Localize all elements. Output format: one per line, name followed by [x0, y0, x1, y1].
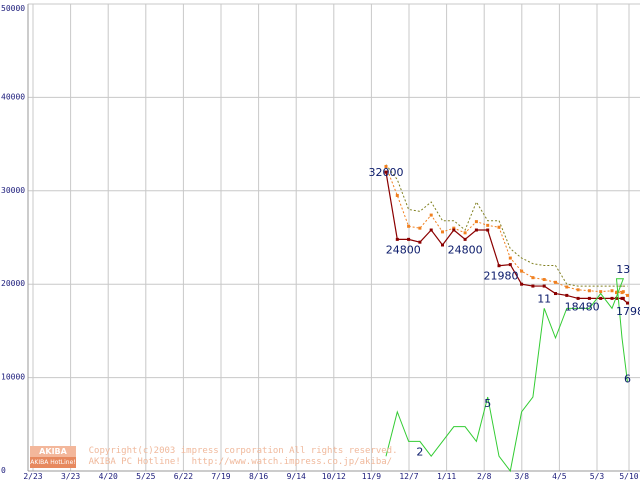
- x-tick-label: 8/16: [249, 472, 268, 480]
- series-line-min: [385, 172, 628, 304]
- x-tick-label: 2/8: [477, 472, 492, 480]
- series-point-avg: [542, 278, 546, 282]
- copyright-watermark: AKIBA AKIBA HotLine! Copyright(c)2003 im…: [30, 446, 398, 468]
- data-label: 5: [484, 397, 491, 410]
- series-point-avg: [452, 226, 456, 230]
- series-line-max: [385, 164, 628, 287]
- akiba-logo-text: AKIBA: [30, 446, 76, 457]
- series-point-avg: [486, 223, 490, 227]
- series-point-avg: [576, 288, 580, 292]
- series-point-min: [407, 237, 411, 241]
- series-point-avg: [441, 230, 444, 234]
- x-tick-label: 12/7: [399, 472, 418, 480]
- series-point-min: [497, 264, 501, 268]
- series-point-avg: [610, 289, 614, 293]
- series-point-avg: [429, 213, 433, 217]
- data-label: 17980: [616, 305, 640, 318]
- data-label: 24800: [386, 243, 421, 256]
- x-tick-label: 2/23: [23, 472, 42, 480]
- series-point-avg: [474, 220, 478, 224]
- data-label: 21980: [484, 270, 519, 283]
- data-label: 2: [416, 445, 423, 458]
- series-point-min: [452, 228, 456, 232]
- akiba-logo: AKIBA AKIBA HotLine!: [30, 446, 76, 468]
- series-point-min: [620, 296, 624, 300]
- y-tick-label: 50000: [1, 4, 25, 13]
- x-tick-label: 10/12: [322, 472, 346, 480]
- series-point-avg: [554, 280, 557, 284]
- x-tick-label: 5/10: [619, 472, 638, 480]
- akiba-logo-subtext: AKIBA HotLine!: [30, 457, 76, 468]
- data-label: 32000: [369, 166, 404, 179]
- series-point-avg: [626, 293, 629, 297]
- series-point-min: [554, 292, 557, 296]
- series-point-min: [542, 284, 546, 288]
- site-url-line: AKIBA PC Hotline! http://www.watch.impre…: [88, 457, 393, 467]
- series-point-min: [508, 263, 512, 267]
- y-tick-label: 40000: [1, 92, 25, 101]
- series-point-min: [587, 296, 591, 300]
- x-tick-label: 9/14: [287, 472, 306, 480]
- series-point-avg: [463, 231, 467, 235]
- series-point-min: [615, 296, 618, 300]
- series-point-avg: [384, 165, 388, 169]
- series-point-min: [384, 170, 388, 174]
- x-tick-label: 1/11: [437, 472, 456, 480]
- series-point-min: [395, 237, 399, 241]
- x-tick-label: 11/9: [362, 472, 381, 480]
- x-tick-label: 6/22: [174, 472, 193, 480]
- series-point-min: [520, 282, 524, 286]
- x-tick-label: 4/5: [552, 472, 567, 480]
- x-tick-label: 3/8: [515, 472, 530, 480]
- data-label: 18480: [565, 300, 600, 313]
- series-point-min: [599, 296, 603, 300]
- x-tick-label: 5/3: [590, 472, 605, 480]
- x-tick-label: 4/20: [99, 472, 118, 480]
- series-point-avg: [407, 224, 411, 228]
- series-point-avg: [520, 269, 524, 273]
- series-point-avg: [531, 276, 535, 280]
- data-label: 6: [624, 372, 631, 385]
- series-point-avg: [418, 226, 422, 230]
- data-label: 13: [616, 263, 630, 276]
- y-tick-label: 0: [1, 466, 6, 475]
- x-tick-label: 3/23: [61, 472, 80, 480]
- series-point-min: [576, 296, 580, 300]
- series-point-avg: [587, 289, 591, 293]
- series-point-min: [429, 228, 433, 232]
- series-point-min: [463, 237, 467, 241]
- series-point-min: [418, 240, 422, 244]
- series-point-avg: [620, 291, 624, 295]
- series-point-avg: [395, 193, 399, 197]
- series-point-min: [486, 228, 490, 232]
- series-point-min: [565, 293, 569, 297]
- x-tick-label: 7/19: [211, 472, 230, 480]
- y-tick-label: 20000: [1, 279, 25, 288]
- series-point-avg: [615, 291, 618, 295]
- series-point-avg: [497, 225, 501, 229]
- series-point-min: [441, 243, 444, 247]
- y-tick-label: 30000: [1, 186, 25, 195]
- data-label: 11: [537, 292, 551, 305]
- series-point-avg: [565, 285, 569, 289]
- data-label: 24800: [448, 243, 483, 256]
- x-tick-label: 5/25: [136, 472, 155, 480]
- y-tick-label: 10000: [1, 373, 25, 382]
- series-point-min: [531, 284, 535, 288]
- series-point-min: [610, 296, 614, 300]
- series-point-avg: [508, 256, 512, 260]
- series-point-avg: [599, 290, 603, 294]
- series-line-shops: [385, 278, 628, 473]
- series-point-min: [474, 228, 478, 232]
- copyright-line: Copyright(c)2003 impress corporation All…: [88, 446, 398, 456]
- series-point-min: [626, 301, 629, 305]
